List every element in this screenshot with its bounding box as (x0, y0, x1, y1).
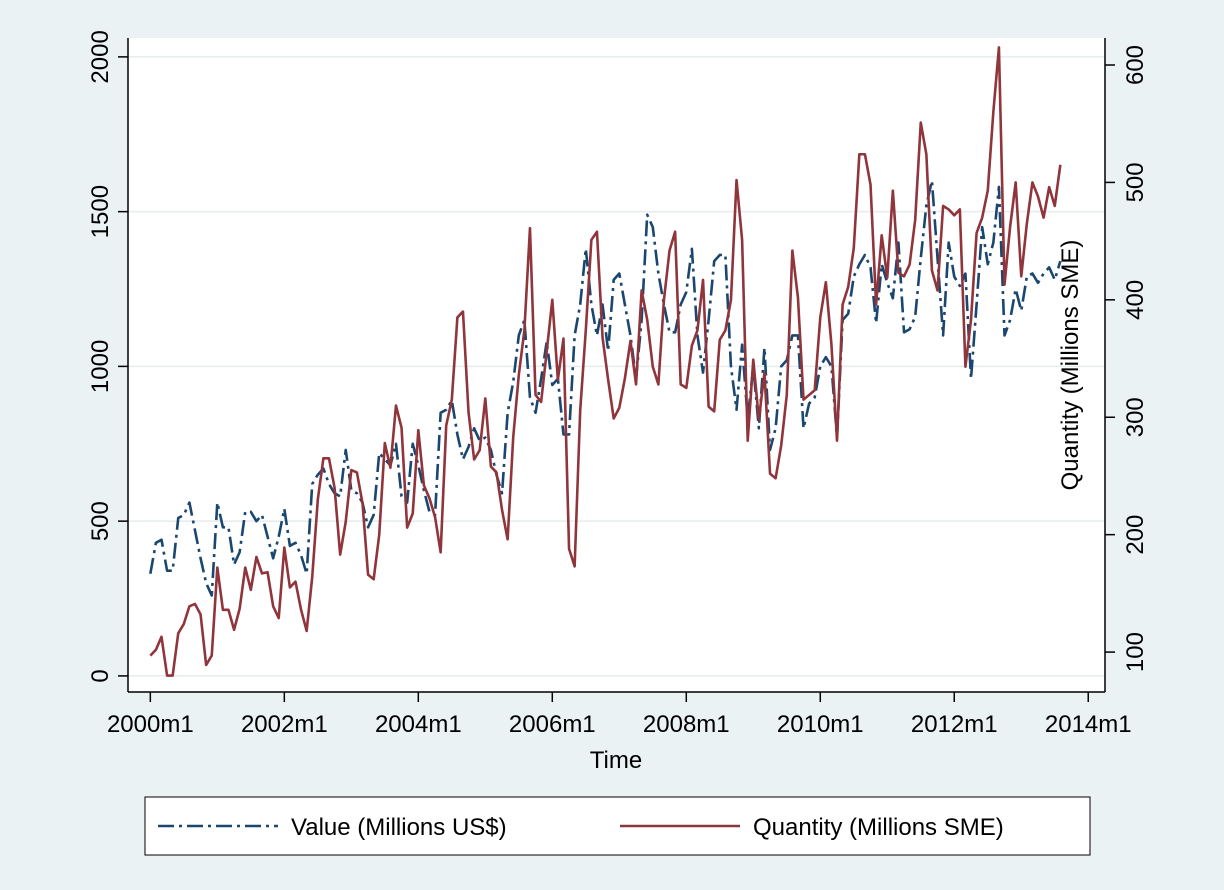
y2-tick-label: 200 (1122, 515, 1149, 555)
x-tick-label: 2012m1 (911, 711, 998, 738)
legend-label: Quantity (Millions SME) (753, 814, 1004, 841)
x-tick-label: 2014m1 (1045, 711, 1132, 738)
y-tick-label: 500 (87, 501, 114, 541)
plot-area (128, 38, 1105, 692)
grid (128, 56, 1105, 677)
y-tick-label: 0 (87, 669, 114, 682)
series-line (149, 179, 1062, 597)
y-tick-label: 1500 (87, 185, 114, 238)
y-tick-label: 2000 (87, 30, 114, 83)
x-tick-label: 2000m1 (107, 711, 194, 738)
y2-tick-label: 500 (1122, 162, 1149, 202)
legend-label: Value (Millions US$) (291, 814, 507, 841)
legend (144, 796, 1091, 856)
y2-axis-title: Quantity (Millions SME) (1057, 240, 1084, 491)
x-tick-label: 2002m1 (241, 711, 328, 738)
y2-tick-label: 100 (1122, 632, 1149, 672)
x-tick-label: 2004m1 (375, 711, 462, 738)
x-tick-label: 2010m1 (777, 711, 864, 738)
y2-tick-label: 400 (1122, 280, 1149, 320)
series-line (149, 46, 1062, 677)
x-tick-label: 2006m1 (509, 711, 596, 738)
legend-entries: Value (Millions US$) Quantity (Millions S… (158, 814, 1004, 841)
y2-tick-label: 600 (1122, 45, 1149, 85)
y-tick-label: 1000 (87, 340, 114, 393)
series-lines (149, 46, 1062, 677)
x-tick-label: 2008m1 (643, 711, 730, 738)
y2-tick-label: 300 (1122, 397, 1149, 437)
x-axis-title: Time (590, 747, 642, 774)
